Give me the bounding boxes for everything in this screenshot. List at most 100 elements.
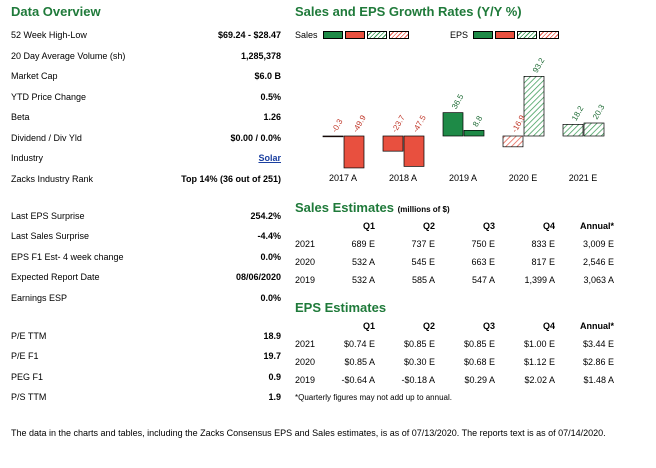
row-year: 2021 bbox=[295, 239, 316, 249]
overview-row: Beta 1.26 bbox=[11, 112, 281, 126]
table-cell: $1.12 E bbox=[523, 357, 555, 367]
overview-row-value: 1,285,378 bbox=[240, 51, 281, 61]
sales-estimates-title-text: Sales Estimates bbox=[295, 200, 395, 215]
table-cell: 750 E bbox=[471, 239, 495, 249]
row-year: 2019 bbox=[295, 275, 316, 285]
eps-estimates-table: Q1 Q2 Q3 Q4 Annual* 2021 $0.74 E $0.85 E $0.85 E… bbox=[295, 316, 614, 389]
column-header: Q1 bbox=[362, 320, 375, 331]
eps-legend-label: EPS bbox=[450, 30, 469, 40]
table-cell: 2,546 E bbox=[582, 257, 614, 267]
overview-row: P/E TTM 18.9 bbox=[11, 331, 281, 345]
overview-row: P/S TTM 1.9 bbox=[11, 392, 281, 406]
column-header: Q1 bbox=[362, 220, 375, 231]
table-cell: 545 E bbox=[411, 257, 435, 267]
sales-value-label: 36.5 bbox=[450, 92, 466, 110]
eps-value-label: -47.5 bbox=[411, 113, 428, 134]
table-cell: 532 A bbox=[351, 257, 375, 267]
table-cell: 817 E bbox=[531, 257, 555, 267]
industry-link[interactable]: Solar bbox=[258, 153, 281, 163]
sales-legend-swatch-actual-down bbox=[344, 31, 365, 39]
overview-row-label: P/E TTM bbox=[11, 331, 47, 341]
table-cell: 532 A bbox=[351, 275, 375, 285]
overview-row-label: Industry bbox=[11, 153, 44, 163]
overview-row-value: 1.9 bbox=[268, 392, 281, 402]
overview-row-label: Last Sales Surprise bbox=[11, 231, 90, 241]
estimates-footnote: *Quarterly figures may not add up to ann… bbox=[295, 393, 452, 402]
eps-bar bbox=[583, 122, 605, 137]
table-header-row: Q1 Q2 Q3 Q4 Annual* bbox=[295, 316, 614, 335]
overview-row-label: P/S TTM bbox=[11, 392, 47, 402]
column-header bbox=[295, 316, 325, 335]
data-overview-title: Data Overview bbox=[11, 4, 101, 19]
overview-row-value: 18.9 bbox=[263, 331, 281, 341]
overview-row: Zacks Industry Rank Top 14% (36 out of 25… bbox=[11, 174, 281, 188]
table-row: 2019 -$0.64 A -$0.18 A $0.29 A $2.02 A $1.48 … bbox=[295, 371, 614, 389]
overview-row-label: Dividend / Div Yld bbox=[11, 133, 82, 143]
column-header: Q4 bbox=[542, 320, 555, 331]
overview-row-label: 20 Day Average Volume (sh) bbox=[11, 51, 126, 61]
growth-bar-chart: -0.3 -49.9 2017 A -23.7 -47.5 2018 A 36.5 8.8 20… bbox=[322, 56, 607, 183]
table-row: 2021 689 E 737 E 750 E 833 E 3,009 E bbox=[295, 235, 614, 253]
overview-row-value: 08/06/2020 bbox=[235, 272, 281, 282]
sales-legend: Sales bbox=[295, 30, 409, 40]
table-cell: 737 E bbox=[411, 239, 435, 249]
column-header: Q3 bbox=[482, 220, 495, 231]
eps-legend-swatch-est-up bbox=[517, 31, 538, 39]
table-header-row: Q1 Q2 Q3 Q4 Annual* bbox=[295, 216, 614, 235]
table-cell: $1.00 E bbox=[523, 339, 555, 349]
overview-row: YTD Price Change 0.5% bbox=[11, 92, 281, 106]
overview-row-value: $6.0 B bbox=[254, 71, 281, 81]
sales-bar bbox=[322, 135, 344, 138]
table-cell: 3,009 E bbox=[582, 239, 614, 249]
eps-legend: EPS bbox=[450, 30, 560, 40]
eps-value-label: 20.3 bbox=[591, 103, 607, 121]
table-cell: 547 A bbox=[471, 275, 495, 285]
overview-row-value: 19.7 bbox=[263, 351, 281, 361]
overview-row: Last EPS Surprise 254.2% bbox=[11, 211, 281, 225]
overview-row-label: YTD Price Change bbox=[11, 92, 87, 102]
x-tick-label: 2021 E bbox=[569, 173, 598, 183]
overview-row-label: Earnings ESP bbox=[11, 293, 68, 303]
overview-row: Industry Solar bbox=[11, 153, 281, 167]
table-row: 2021 $0.74 E $0.85 E $0.85 E $1.00 E $3.44 E bbox=[295, 335, 614, 353]
eps-bar bbox=[463, 130, 485, 137]
table-row: 2019 532 A 585 A 547 A 1,399 A 3,063 A bbox=[295, 271, 614, 289]
table-cell: 833 E bbox=[531, 239, 555, 249]
table-cell: 585 A bbox=[411, 275, 435, 285]
eps-legend-swatch-actual-up bbox=[473, 31, 494, 39]
sales-bar bbox=[382, 135, 404, 152]
table-row: 2020 $0.85 A $0.30 E $0.68 E $1.12 E $2.86 E bbox=[295, 353, 614, 371]
growth-chart-title: Sales and EPS Growth Rates (Y/Y %) bbox=[295, 4, 522, 19]
eps-estimates-title: EPS Estimates bbox=[295, 300, 387, 315]
row-year: 2021 bbox=[295, 339, 316, 349]
x-tick-label: 2017 A bbox=[329, 173, 357, 183]
overview-row: P/E F1 19.7 bbox=[11, 351, 281, 365]
table-cell: -$0.18 A bbox=[401, 375, 435, 385]
table-cell: $0.74 E bbox=[343, 339, 375, 349]
overview-row: PEG F1 0.9 bbox=[11, 372, 281, 386]
overview-row: 20 Day Average Volume (sh) 1,285,378 bbox=[11, 51, 281, 65]
sales-bar bbox=[562, 124, 584, 137]
column-header: Annual* bbox=[579, 320, 614, 331]
table-cell: 3,063 A bbox=[583, 275, 614, 285]
sales-bar bbox=[502, 135, 524, 148]
table-cell: $0.85 E bbox=[403, 339, 435, 349]
table-cell: -$0.64 A bbox=[341, 375, 375, 385]
overview-row-value: $69.24 - $28.47 bbox=[217, 30, 281, 40]
table-cell: $2.86 E bbox=[582, 357, 614, 367]
table-cell: 1,399 A bbox=[524, 275, 555, 285]
sales-legend-swatch-est-down bbox=[388, 31, 409, 39]
overview-row-label: 52 Week High-Low bbox=[11, 30, 87, 40]
eps-legend-swatch-est-down bbox=[539, 31, 560, 39]
column-header: Annual* bbox=[579, 220, 614, 231]
x-tick-label: 2020 E bbox=[509, 173, 538, 183]
eps-bar bbox=[343, 135, 365, 169]
eps-value-label: 93.2 bbox=[531, 56, 547, 74]
column-header: Q3 bbox=[482, 320, 495, 331]
overview-row: 52 Week High-Low $69.24 - $28.47 bbox=[11, 30, 281, 44]
eps-value-label: 8.8 bbox=[471, 114, 485, 129]
table-cell: $2.02 A bbox=[524, 375, 555, 385]
overview-row-label: PEG F1 bbox=[11, 372, 44, 382]
sales-estimates-table: Q1 Q2 Q3 Q4 Annual* 2021 689 E 737 E 750 E 833 E 3… bbox=[295, 216, 614, 289]
overview-row: Earnings ESP 0.0% bbox=[11, 293, 281, 307]
